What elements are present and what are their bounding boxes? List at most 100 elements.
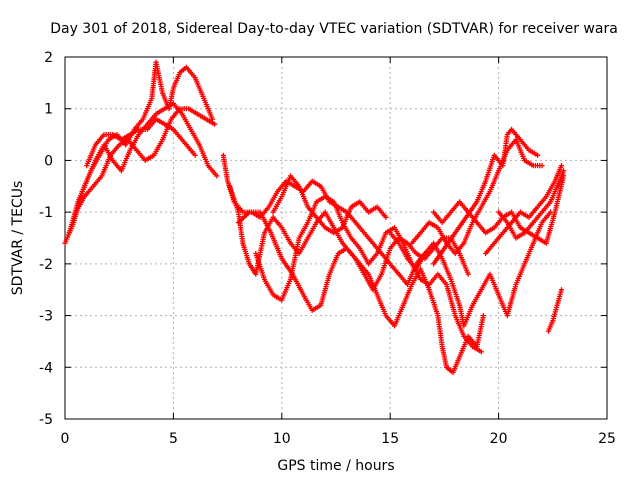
data-point	[411, 242, 413, 244]
data-point	[129, 149, 131, 151]
data-point	[415, 268, 418, 270]
data-point	[109, 154, 112, 157]
data-point	[506, 133, 509, 136]
data-point	[103, 133, 105, 136]
data-point	[441, 345, 444, 348]
data-point	[229, 185, 231, 188]
data-point	[510, 221, 513, 224]
data-point	[419, 232, 422, 234]
series-track-6	[227, 183, 486, 376]
data-point	[211, 118, 214, 120]
data-point	[467, 211, 470, 213]
data-point	[450, 278, 452, 281]
data-point	[272, 216, 274, 219]
series-track-15	[496, 168, 567, 241]
data-point	[536, 237, 539, 239]
data-point	[320, 185, 322, 188]
data-point	[506, 221, 509, 224]
data-point	[424, 252, 426, 255]
data-point	[354, 257, 357, 260]
data-point	[432, 263, 435, 265]
data-point	[205, 118, 207, 120]
y-axis-label: SDTVAR / TECUs	[10, 181, 26, 296]
data-point	[272, 294, 274, 296]
data-point	[315, 216, 318, 219]
data-point	[532, 221, 535, 224]
data-point	[476, 201, 478, 203]
data-point	[463, 242, 465, 244]
data-point	[172, 128, 175, 131]
data-point	[328, 273, 331, 276]
series-track-12	[431, 126, 541, 267]
series-marks	[545, 287, 565, 334]
data-point	[547, 330, 550, 332]
data-point	[385, 216, 387, 219]
y-tick-label: 0	[44, 153, 53, 169]
data-point	[237, 211, 240, 213]
data-point	[281, 195, 283, 198]
data-point	[242, 242, 244, 244]
data-point	[536, 154, 539, 157]
data-point	[497, 170, 500, 172]
data-point	[398, 242, 400, 244]
data-point	[185, 66, 188, 69]
data-point	[532, 164, 535, 167]
data-point	[324, 195, 327, 198]
data-point	[146, 123, 149, 125]
data-point	[519, 211, 522, 213]
series-track-16	[545, 287, 565, 334]
y-tick-label: -5	[39, 412, 53, 428]
y-tick-label: 1	[44, 102, 53, 118]
data-point	[320, 304, 322, 307]
data-point	[411, 283, 413, 286]
data-point	[153, 154, 155, 157]
data-point	[359, 247, 361, 250]
data-point	[161, 138, 164, 141]
data-point	[263, 232, 266, 234]
data-point	[556, 304, 558, 307]
data-point	[298, 252, 300, 255]
data-point	[515, 237, 517, 239]
data-point	[523, 263, 526, 265]
x-tick-label: 5	[169, 431, 178, 447]
data-point	[124, 144, 127, 146]
data-point	[216, 175, 218, 177]
data-marks	[62, 59, 567, 376]
data-point	[161, 92, 164, 94]
data-point	[64, 242, 66, 244]
data-point	[137, 128, 140, 131]
data-point	[545, 242, 548, 244]
data-point	[528, 149, 530, 151]
data-point	[367, 263, 370, 265]
data-point	[333, 232, 335, 234]
data-point	[85, 180, 88, 182]
data-point	[541, 164, 543, 167]
data-point	[493, 154, 496, 157]
data-point	[523, 232, 526, 234]
data-point	[385, 314, 387, 317]
data-point	[94, 159, 97, 162]
data-point	[536, 206, 539, 208]
data-point	[415, 263, 418, 265]
series-track-4	[84, 116, 198, 169]
data-point	[445, 283, 448, 286]
data-point	[376, 206, 379, 208]
data-point	[454, 232, 457, 234]
x-axis-label: GPS time / hours	[277, 458, 394, 474]
data-point	[155, 118, 157, 120]
data-point	[302, 294, 305, 296]
data-point	[424, 257, 426, 260]
data-point	[549, 211, 552, 213]
data-point	[493, 242, 496, 244]
data-point	[432, 242, 435, 244]
data-point	[484, 252, 487, 255]
data-point	[389, 247, 392, 250]
data-point	[554, 211, 556, 213]
data-point	[92, 185, 94, 188]
data-point	[324, 211, 327, 213]
data-point	[77, 201, 79, 203]
data-point	[179, 107, 181, 110]
data-point	[179, 71, 181, 74]
data-point	[281, 299, 283, 301]
data-point	[311, 309, 314, 312]
